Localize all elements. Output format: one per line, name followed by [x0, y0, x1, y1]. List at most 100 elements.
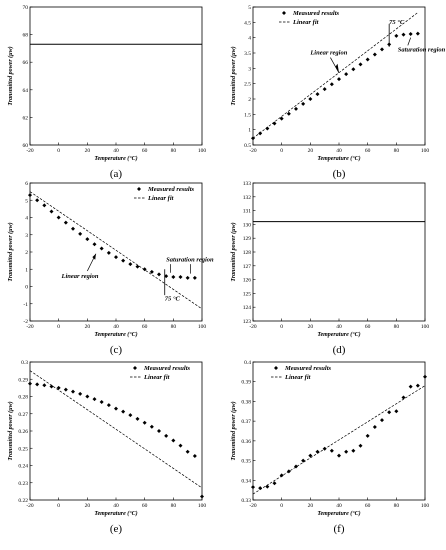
x-tick-label: 80 — [171, 324, 177, 330]
chart-panel-d: -20 0 20 40 60 80 100 123 124 125 126 127 128 129 130 1… — [230, 181, 429, 356]
x-tick-label: 40 — [336, 503, 342, 509]
data-point — [178, 443, 183, 448]
x-tick-label: 20 — [308, 503, 314, 509]
y-axis-label: Transmitted power (µw) — [7, 401, 14, 460]
y-tick-label: 60 — [23, 143, 29, 149]
data-point — [149, 269, 154, 274]
legend-label: Measured results — [147, 186, 195, 193]
linear-fit-line — [29, 370, 203, 489]
y-tick-label: 129 — [243, 236, 252, 242]
plot-frame — [252, 361, 426, 501]
data-point — [358, 443, 363, 448]
data-point — [71, 226, 75, 231]
annotation-label: 75 °C — [389, 19, 405, 26]
data-point — [85, 237, 90, 242]
legend-marker-diamond — [137, 187, 141, 191]
y-tick-label: 0.27 — [18, 412, 28, 418]
y-tick-label: 3 — [248, 66, 251, 72]
panel-caption: (a) — [110, 168, 123, 180]
data-point — [78, 391, 83, 396]
y-tick-label: -2 — [23, 319, 28, 325]
data-point — [365, 433, 370, 438]
plot-frame — [29, 361, 203, 501]
x-tick-label: 100 — [198, 503, 207, 509]
linear-fit-line — [252, 385, 426, 495]
data-point — [192, 275, 197, 280]
chart-panel-b: -20 0 20 40 60 80 100 0.5 1 1.5 2 2.5 3 3.5 4 4.5 5 Tempe… — [230, 5, 446, 180]
annotation-label: Saturation region — [398, 46, 446, 53]
data-point — [71, 389, 75, 394]
y-tick-label: 1.5 — [244, 112, 251, 118]
x-tick-label: 40 — [113, 148, 119, 154]
arrow-head — [335, 63, 339, 73]
y-tick-label: 70 — [23, 5, 29, 11]
data-point — [106, 250, 111, 255]
y-tick-label: 66 — [23, 60, 29, 66]
data-point — [408, 31, 413, 36]
y-tick-label: 5 — [248, 5, 251, 11]
x-tick-label: 40 — [113, 503, 119, 509]
y-tick-label: 2.5 — [244, 82, 251, 88]
x-tick-label: 0 — [57, 148, 60, 154]
data-point — [164, 274, 169, 279]
x-tick-label: 60 — [142, 148, 148, 154]
data-point — [365, 57, 370, 62]
data-point — [135, 264, 140, 269]
x-tick-label: 20 — [308, 148, 314, 154]
annotation-label: Linear region — [61, 273, 99, 280]
data-point — [28, 381, 32, 386]
data-point — [114, 406, 118, 411]
y-tick-label: 1 — [25, 267, 28, 273]
x-tick-label: 80 — [394, 503, 400, 509]
x-tick-label: 0 — [57, 324, 60, 330]
legend-label: Measured results — [284, 365, 332, 372]
data-point — [85, 394, 90, 399]
x-tick-label: 60 — [142, 503, 148, 509]
y-tick-label: -1 — [23, 302, 28, 308]
y-tick-label: 131 — [243, 209, 252, 215]
data-point — [28, 193, 32, 198]
legend-marker-diamond — [133, 366, 137, 370]
x-tick-label: 40 — [336, 324, 342, 330]
y-tick-label: 0.25 — [18, 446, 28, 452]
y-tick-label: 123 — [243, 319, 252, 325]
panel-caption: (f) — [334, 523, 345, 535]
data-point — [171, 438, 176, 443]
x-tick-label: 60 — [365, 503, 371, 509]
y-tick-label: 1 — [248, 128, 251, 134]
data-point — [351, 448, 356, 453]
y-tick-label: 0.37 — [241, 419, 251, 425]
legend: Measured results Linear fit — [279, 10, 340, 26]
x-tick-label: 60 — [365, 324, 371, 330]
legend: Measured results Linear fit — [134, 186, 195, 202]
plot-frame — [252, 182, 426, 322]
data-point — [337, 77, 341, 82]
data-point — [63, 220, 68, 225]
y-tick-label: 0.22 — [18, 498, 28, 504]
data-point — [99, 400, 104, 405]
data-point — [63, 387, 68, 392]
data-point — [322, 87, 327, 92]
data-point — [308, 453, 313, 458]
data-point — [185, 275, 190, 280]
y-tick-label: 2 — [25, 250, 28, 256]
y-axis-label: Transmitted power (µw) — [230, 222, 237, 281]
data-point — [394, 33, 399, 38]
x-tick-label: 100 — [421, 324, 430, 330]
y-axis-label: Transmitted power (µw) — [230, 46, 237, 105]
plot-frame — [29, 6, 203, 146]
x-axis-label: Temperature (°C) — [317, 331, 360, 338]
x-tick-label: 80 — [394, 324, 400, 330]
data-point — [358, 62, 363, 67]
data-point — [106, 403, 111, 408]
x-tick-label: 20 — [308, 324, 314, 330]
data-point — [128, 262, 133, 267]
data-point — [142, 420, 147, 425]
y-tick-label: 0.34 — [241, 478, 251, 484]
data-point — [42, 203, 47, 208]
data-point — [415, 31, 420, 36]
y-tick-label: 0.39 — [241, 380, 251, 386]
data-point — [35, 198, 40, 203]
data-point — [121, 258, 126, 263]
